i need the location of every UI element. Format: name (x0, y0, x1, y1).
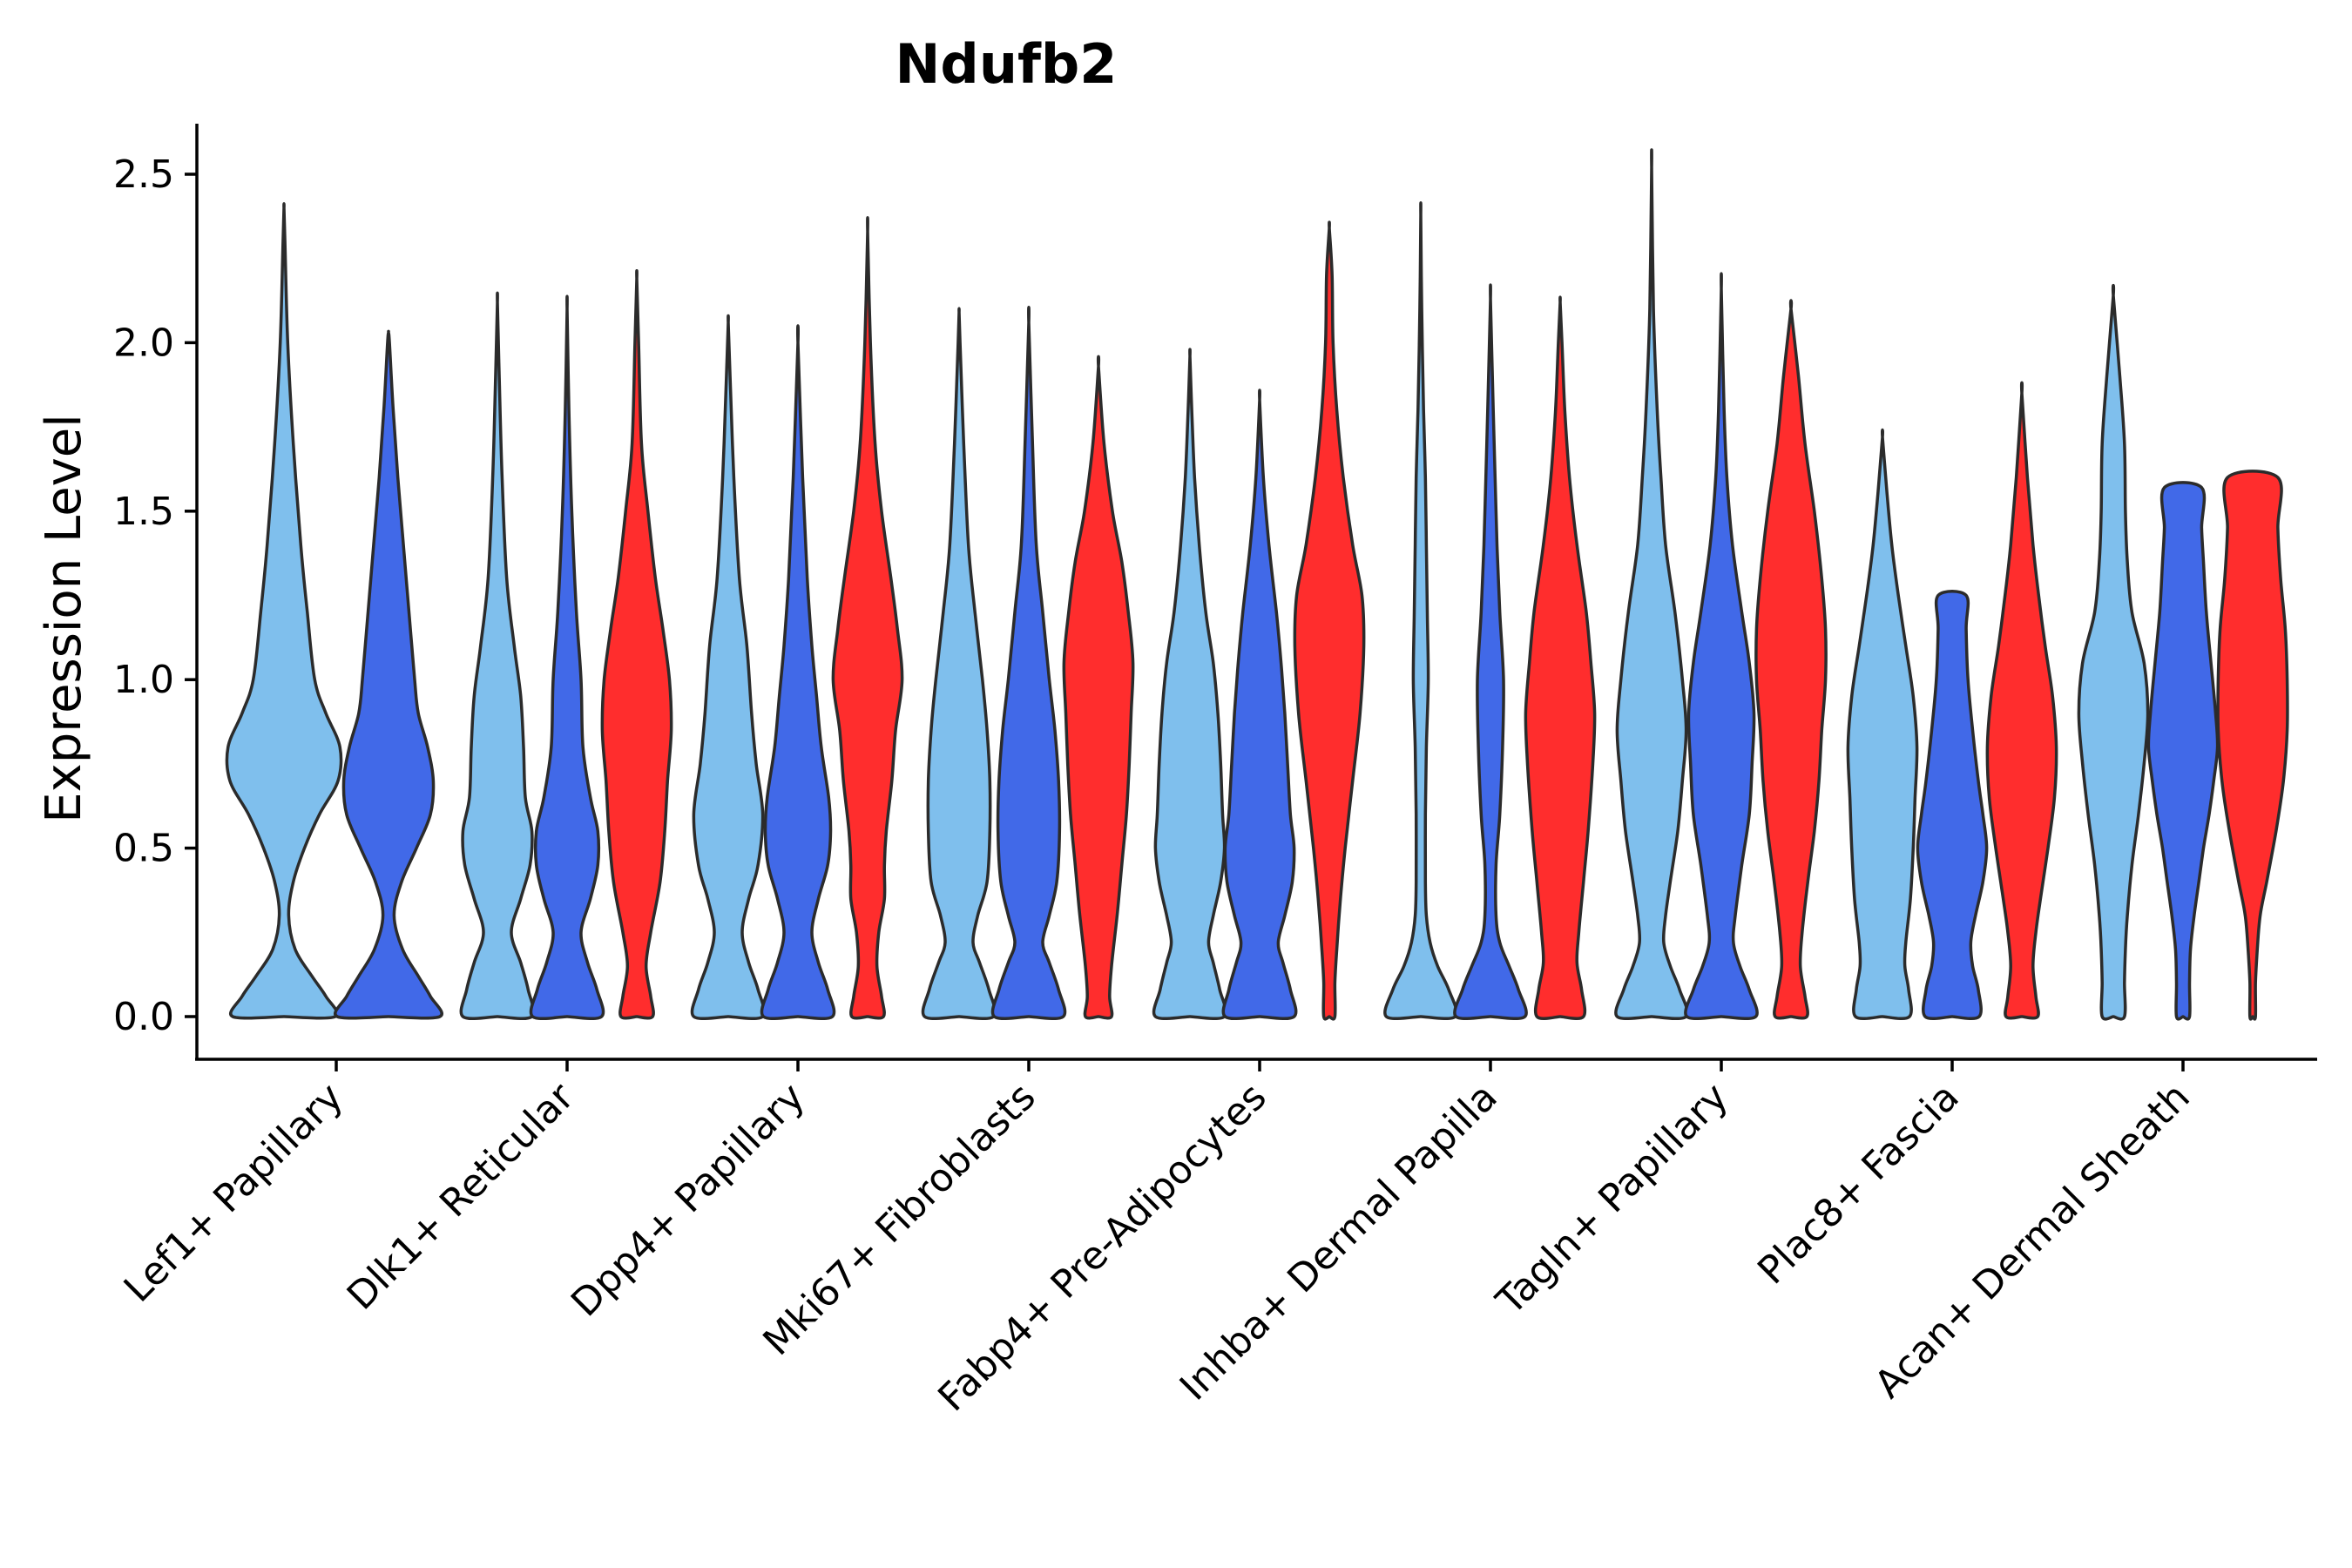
y-tick-label: 1.0 (113, 658, 174, 702)
violin-6-1 (1684, 272, 1759, 1021)
x-tick-label: Dpp4+ Papillary (563, 1075, 814, 1326)
y-tick-label: 1.5 (113, 490, 174, 534)
violin-1-1 (529, 294, 605, 1021)
x-tick-label: Tagln+ Papillary (1488, 1075, 1737, 1324)
violin-0-0 (225, 202, 343, 1020)
violin-4-0 (1152, 348, 1228, 1021)
violin-1-0 (459, 291, 536, 1021)
violin-2-0 (690, 314, 767, 1021)
violin-0-1 (334, 329, 443, 1020)
violin-8-2 (2216, 470, 2289, 1021)
violin-2-2 (831, 216, 904, 1020)
y-tick-label: 2.0 (113, 321, 174, 365)
violin-8-0 (2077, 283, 2150, 1021)
violin-3-0 (921, 307, 997, 1021)
violin-7-1 (1916, 589, 1989, 1021)
x-tick-label: Lef1+ Papillary (116, 1075, 352, 1311)
violin-4-2 (1293, 220, 1366, 1021)
violin-8-1 (2146, 481, 2220, 1021)
y-axis-label: Expression Level (36, 414, 92, 823)
violin-2-1 (760, 324, 836, 1021)
violin-5-0 (1383, 201, 1458, 1021)
x-tick-label: Plac8+ Fascia (1749, 1075, 1968, 1294)
y-tick-label: 2.5 (113, 152, 174, 197)
violin-4-1 (1221, 389, 1298, 1021)
x-tick-label: Dlk1+ Reticular (339, 1074, 584, 1319)
violin-6-2 (1754, 299, 1828, 1020)
violin-3-1 (990, 306, 1067, 1021)
y-tick-label: 0.5 (113, 827, 174, 871)
violin-5-1 (1453, 283, 1528, 1021)
violin-3-2 (1062, 355, 1135, 1020)
chart-title: Ndufb2 (896, 32, 1118, 96)
violin-5-2 (1524, 295, 1597, 1021)
axes-layer (195, 124, 2317, 1061)
violin-7-2 (1985, 381, 2058, 1020)
y-tick-label: 0.0 (113, 995, 174, 1039)
y-ticks: 0.0 0.5 1.0 1.5 2.0 2.5 (113, 152, 197, 1039)
violins-layer (225, 148, 2289, 1021)
violin-6-0 (1614, 148, 1689, 1021)
violin-7-0 (1846, 428, 1919, 1021)
violin-1-2 (600, 269, 673, 1020)
